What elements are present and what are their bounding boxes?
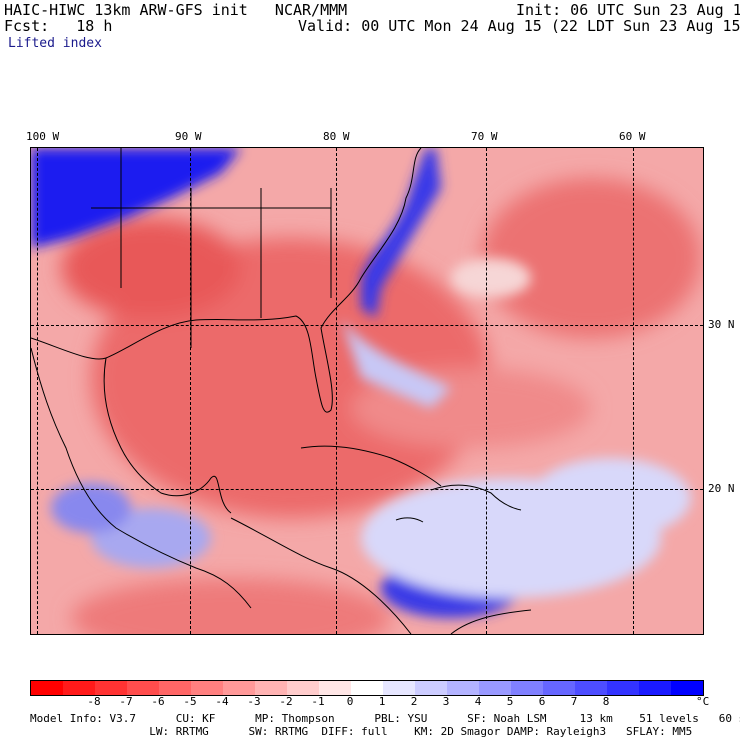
colorbar-tick-label: 3 <box>442 695 450 708</box>
lon-label-80w: 80 W <box>323 130 350 143</box>
map-field-svg <box>31 148 703 634</box>
mexico-coastline <box>31 347 252 609</box>
colorbar-cell <box>31 681 63 695</box>
model-info-line2: LW: RRTMG SW: RRTMG DIFF: full KM: 2D Sm… <box>30 725 693 738</box>
parallel-30n <box>31 325 703 326</box>
colorbar-cell <box>191 681 223 695</box>
region-west-mexico-stable <box>51 483 131 533</box>
meridian-80w <box>336 148 337 634</box>
colorbar-cell <box>255 681 287 695</box>
valid-time: Valid: 00 UTC Mon 24 Aug 15 (22 LDT Sun … <box>298 17 740 35</box>
colorbar-tick-label: 1 <box>378 695 386 708</box>
lon-label-60w: 60 W <box>619 130 646 143</box>
colorbar-cell <box>479 681 511 695</box>
lon-label-100w: 100 W <box>26 130 60 143</box>
jamaica-coastline <box>395 517 424 523</box>
meridian-70w <box>486 148 487 634</box>
colorbar-tick-label: 0 <box>346 695 354 708</box>
forecast-hour: Fcst: 18 h <box>4 17 113 35</box>
init-time: Init: 06 UTC Sun 23 Aug 15 <box>516 1 740 19</box>
colorbar-cell <box>415 681 447 695</box>
colorbar-cell <box>127 681 159 695</box>
colorbar-tick-label: 6 <box>538 695 546 708</box>
field-name: Lifted index <box>8 36 102 51</box>
region-pacific-unstable <box>71 578 391 634</box>
colorbar-tick-label: -7 <box>119 695 133 708</box>
coastlines <box>31 148 532 634</box>
lat-label-30n: 30 N <box>708 318 735 331</box>
colorbar-cell <box>607 681 639 695</box>
us-coastline <box>31 148 422 413</box>
lifted-index-map <box>30 147 704 635</box>
model-info-line1: Model Info: V3.7 CU: KF MP: Thompson PBL… <box>30 712 740 725</box>
colorbar-cell <box>287 681 319 695</box>
meridian-100w <box>37 148 38 634</box>
colorbar-cell <box>511 681 543 695</box>
colorbar-tick-label: 2 <box>410 695 418 708</box>
colorbar-cell <box>447 681 479 695</box>
colorbar-cell <box>543 681 575 695</box>
colorbar-tick-label: 8 <box>602 695 610 708</box>
colorbar-tick-label: -4 <box>215 695 229 708</box>
colorbar-cell <box>575 681 607 695</box>
region-atlantic-coast-stable <box>361 148 441 318</box>
cuba-coastline <box>300 445 442 487</box>
region-bahamas-stable <box>341 318 451 408</box>
state-borders <box>91 148 332 348</box>
meridian-60w <box>633 148 634 634</box>
colorbar-cell <box>351 681 383 695</box>
colorbar-tick-label: -5 <box>183 695 197 708</box>
colorbar-labels: -8 -7 -6 -5 -4 -3 -2 -1 0 1 2 3 4 5 6 7 8 <box>30 695 702 709</box>
region-plains-unstable <box>61 218 241 318</box>
colorbar-cell <box>383 681 415 695</box>
colorbar-tick-label: -1 <box>311 695 325 708</box>
colorbar-cell <box>223 681 255 695</box>
colorbar-tick-label: 5 <box>506 695 514 708</box>
colorbar-tick-label: -8 <box>87 695 101 708</box>
hispaniola-coastline <box>430 484 522 511</box>
colorbar-tick-label: 4 <box>474 695 482 708</box>
colorbar-unit: °C <box>696 695 710 708</box>
region-mid-atlantic-light <box>451 258 531 298</box>
central-america-coastline <box>230 517 412 634</box>
colorbar <box>30 680 704 696</box>
region-northwest-stable <box>31 148 241 248</box>
lon-label-90w: 90 W <box>175 130 202 143</box>
colorbar-tick-label: -3 <box>247 695 261 708</box>
lon-label-70w: 70 W <box>471 130 498 143</box>
colorbar-tick-label: 7 <box>570 695 578 708</box>
meridian-90w <box>190 148 191 634</box>
colorbar-tick-label: -6 <box>151 695 165 708</box>
gulf-coastline <box>103 357 232 514</box>
colorbar-cell <box>671 681 703 695</box>
lat-label-20n: 20 N <box>708 482 735 495</box>
colorbar-tick-label: -2 <box>279 695 293 708</box>
colorbar-cell <box>95 681 127 695</box>
colorbar-cell <box>159 681 191 695</box>
colorbar-cell <box>639 681 671 695</box>
model-title: HAIC-HIWC 13km ARW-GFS init NCAR/MMM <box>4 1 348 19</box>
colorbar-cell <box>63 681 95 695</box>
region-atlantic-unstable <box>481 178 701 338</box>
south-america-coastline <box>450 609 532 634</box>
colorbar-cell <box>319 681 351 695</box>
region-south-atlantic-stable <box>531 458 691 538</box>
parallel-20n <box>31 489 703 490</box>
